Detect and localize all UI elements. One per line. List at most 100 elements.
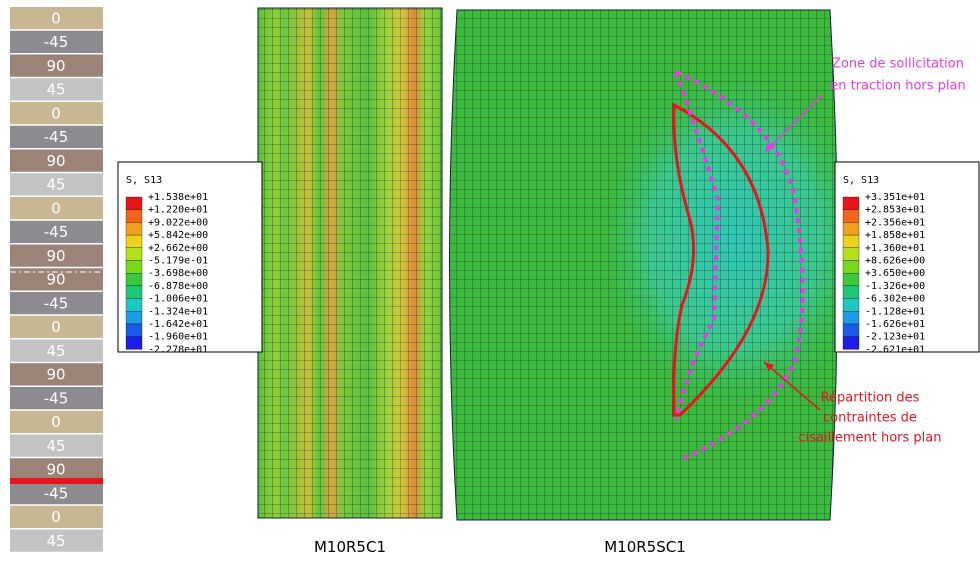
ply — [10, 220, 103, 243]
ply — [10, 197, 103, 220]
legend-swatch — [842, 260, 860, 274]
legend-title: S, S13 — [126, 175, 162, 186]
annotation-line: contraintes de — [823, 411, 917, 426]
ply — [10, 434, 103, 457]
ply-label: 45 — [46, 437, 65, 455]
ply-label: -45 — [44, 33, 69, 51]
ply-label: -45 — [44, 223, 69, 241]
legend-swatch — [125, 311, 143, 325]
legend-swatch — [125, 196, 143, 210]
mesh-grid — [449, 10, 838, 520]
ply-label: 90 — [46, 57, 65, 75]
model-label: M10R5C1 — [314, 538, 386, 556]
ply — [10, 339, 103, 362]
legend-swatch — [842, 285, 860, 299]
ply-label: 0 — [51, 9, 61, 27]
legend-value: -1.324e+01 — [148, 306, 208, 317]
ply — [10, 149, 103, 172]
model-label: M10R5SC1 — [604, 538, 686, 556]
ply-stack: 0 -45 90 45 0 -45 90 45 0 -45 90 90 -45 0 45 90 -45 0 45 90… — [10, 7, 103, 552]
mesh-grid — [257, 7, 443, 519]
ply-label: 0 — [51, 508, 61, 526]
legend-value: +9.022e+00 — [148, 217, 208, 228]
ply-label: 90 — [46, 247, 65, 265]
ply-label: -45 — [44, 294, 69, 312]
ply-label: 0 — [51, 318, 61, 336]
legend-value: -1.326e+00 — [865, 281, 925, 292]
legend-value: -2.278e+01 — [148, 344, 208, 355]
ply-label: 90 — [46, 461, 65, 479]
legend-value: +1.538e+01 — [148, 192, 208, 203]
legend-value: +1.858e+01 — [865, 230, 925, 241]
ply — [10, 505, 103, 528]
legend-swatch — [842, 298, 860, 312]
ply — [10, 482, 103, 505]
legend-swatch — [842, 311, 860, 325]
ply — [10, 529, 103, 552]
legend-swatch — [842, 336, 860, 350]
ply-label: -45 — [44, 128, 69, 146]
model-right — [449, 9, 838, 521]
legend-swatch — [125, 234, 143, 248]
legend-value: -1.626e+01 — [865, 319, 925, 330]
ply — [10, 102, 103, 125]
ply-label: 0 — [51, 413, 61, 431]
tension-zone-inner — [674, 71, 721, 421]
ply-label: 90 — [46, 152, 65, 170]
legend-swatch — [842, 323, 860, 337]
ply — [10, 410, 103, 433]
ply — [10, 30, 103, 53]
ply-label: 45 — [46, 532, 65, 550]
legend-value: +2.356e+01 — [865, 217, 925, 228]
ply-label: 45 — [46, 81, 65, 99]
ply — [10, 268, 103, 291]
ply-label: 45 — [46, 342, 65, 360]
legend-swatch — [125, 323, 143, 337]
model-left — [257, 7, 443, 519]
legend-swatch — [125, 273, 143, 287]
ply-label: -45 — [44, 389, 69, 407]
ply — [10, 125, 103, 148]
ply — [10, 54, 103, 77]
critical-interface — [10, 478, 103, 484]
ply-label: 90 — [46, 271, 65, 289]
annotation-line: cisaillement hors plan — [799, 431, 942, 446]
legend-value: +8.626e+00 — [865, 256, 925, 267]
ply — [10, 7, 103, 30]
annotation-line: Répartition des — [821, 391, 920, 406]
annotation-line: en traction hors plan — [830, 79, 965, 94]
legend-value: +1.220e+01 — [148, 205, 208, 216]
legend-swatch — [842, 196, 860, 210]
arrowhead — [765, 142, 774, 152]
ply-label: 90 — [46, 366, 65, 384]
legend-swatch — [842, 234, 860, 248]
legend-value: -2.123e+01 — [865, 332, 925, 343]
legend-value: -1.006e+01 — [148, 294, 208, 305]
legend-swatch — [125, 260, 143, 274]
legend-value: -6.878e+00 — [148, 281, 208, 292]
legend-swatch — [125, 336, 143, 350]
ply — [10, 173, 103, 196]
legend-value: +1.360e+01 — [865, 243, 925, 254]
legend-swatch — [125, 222, 143, 236]
annotations: Zone de sollicitation en traction hors pl… — [799, 57, 966, 446]
ply — [10, 78, 103, 101]
arrowhead — [764, 362, 774, 371]
legend-swatch — [842, 209, 860, 223]
legend-swatch — [842, 273, 860, 287]
legend-value: +3.351e+01 — [865, 192, 925, 203]
legend-value: -3.698e+00 — [148, 268, 208, 279]
ply-label: 0 — [51, 199, 61, 217]
ply — [10, 292, 103, 315]
legends: S, S13 +1.538e+01 +1.220e+01+9.022e+00 +5.8… — [125, 175, 925, 355]
ply — [10, 363, 103, 386]
legend-swatch — [842, 247, 860, 261]
ply — [10, 458, 103, 481]
annotation-line: Zone de sollicitation — [832, 57, 964, 72]
tension-zone-outer — [675, 70, 805, 462]
legend-title: S, S13 — [843, 175, 879, 186]
legend-value: +2.853e+01 — [865, 205, 925, 216]
legend-value: -1.128e+01 — [865, 306, 925, 317]
legend-value: -5.179e-01 — [148, 256, 208, 267]
